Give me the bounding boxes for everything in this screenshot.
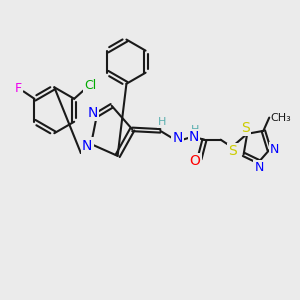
Text: CH₃: CH₃	[271, 112, 292, 123]
Text: H: H	[158, 117, 166, 127]
Text: O: O	[190, 154, 200, 168]
Text: N: N	[189, 130, 200, 144]
Text: Cl: Cl	[84, 79, 97, 92]
Text: S: S	[241, 121, 250, 135]
Text: N: N	[254, 160, 264, 174]
Text: H: H	[190, 125, 199, 135]
Text: N: N	[270, 143, 279, 156]
Text: S: S	[228, 145, 237, 158]
Text: N: N	[88, 106, 98, 120]
Text: N: N	[172, 131, 183, 145]
Text: N: N	[82, 139, 92, 153]
Text: F: F	[15, 82, 22, 95]
